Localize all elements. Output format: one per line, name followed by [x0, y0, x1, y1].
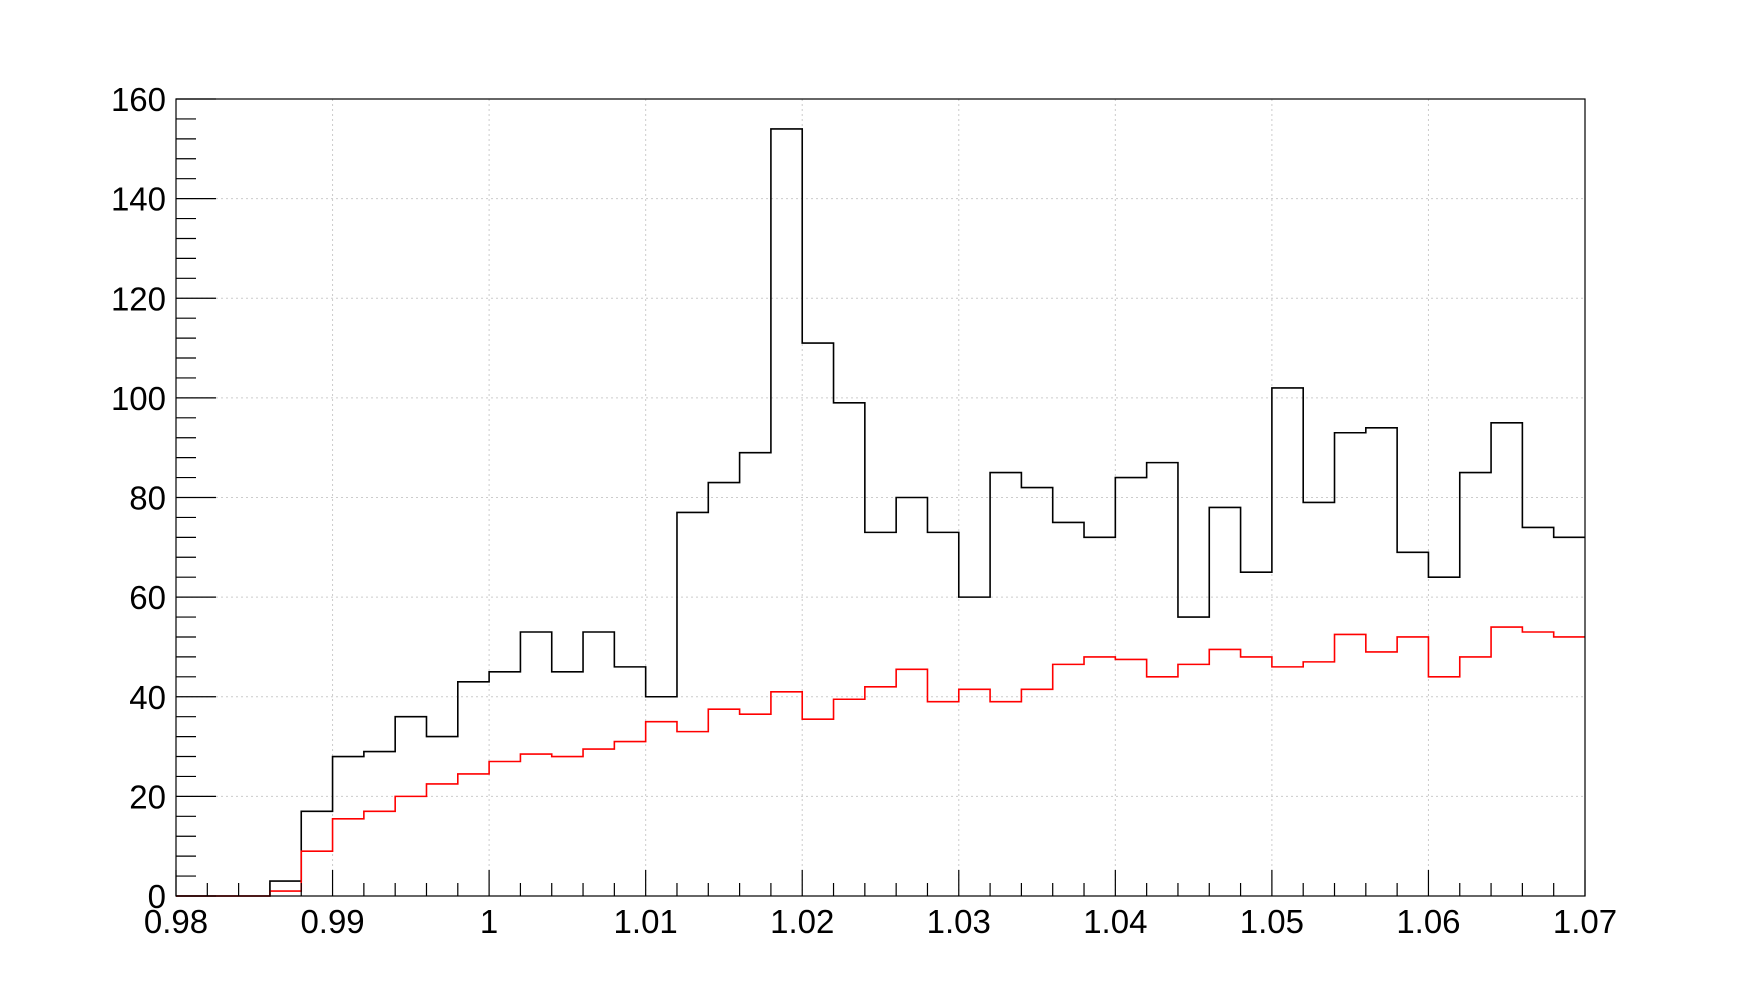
x-tick-label: 1.06	[1396, 903, 1460, 940]
x-tick-label: 1.02	[770, 903, 834, 940]
tick-labels: 0.98 0.99 1 1.01 1.02 1.03 1.04 1.05 1.06 1.07 0 20…	[111, 81, 1617, 940]
x-tick-label: 1	[480, 903, 498, 940]
series-group	[176, 128, 1585, 897]
y-tick-label: 160	[111, 81, 166, 118]
series-2-step-line	[176, 626, 1585, 897]
x-tick-label: 1.01	[614, 903, 678, 940]
y-tick-label: 80	[129, 480, 166, 517]
y-tick-label: 20	[129, 778, 166, 815]
x-tick-label: 1.04	[1083, 903, 1147, 940]
y-tick-label: 100	[111, 380, 166, 417]
x-tick-label: 0.99	[300, 903, 364, 940]
y-tick-label: 0	[148, 878, 166, 915]
grid	[176, 98, 1585, 896]
axes	[175, 98, 1586, 897]
y-tick-label: 140	[111, 181, 166, 218]
series-1-step-line	[176, 128, 1585, 897]
x-tick-label: 1.05	[1240, 903, 1304, 940]
y-tick-label: 60	[129, 579, 166, 616]
y-tick-label: 40	[129, 679, 166, 716]
x-tick-label: 1.03	[927, 903, 991, 940]
x-tick-label: 0.98	[144, 903, 208, 940]
y-tick-label: 120	[111, 280, 166, 317]
x-tick-label: 1.07	[1553, 903, 1617, 940]
